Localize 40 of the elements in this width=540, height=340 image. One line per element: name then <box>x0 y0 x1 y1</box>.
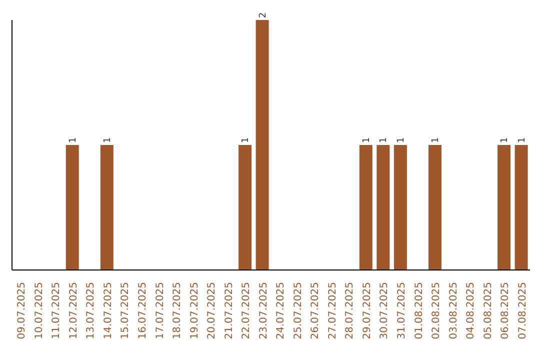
data-label: 1 <box>102 137 113 143</box>
x-tick-label: 02.08.2025 <box>431 282 442 340</box>
data-label: 2 <box>258 12 268 18</box>
x-tick-label: 13.07.2025 <box>86 282 97 340</box>
data-label: 1 <box>241 137 252 143</box>
data-label: 1 <box>379 137 390 143</box>
x-tick-label: 29.07.2025 <box>362 282 373 340</box>
x-tick-label: 16.07.2025 <box>138 282 148 340</box>
x-tick-label: 14.07.2025 <box>102 282 114 340</box>
x-tick-label: 12.07.2025 <box>68 282 80 340</box>
x-tick-label: 04.08.2025 <box>466 282 477 340</box>
x-tick-label: 28.07.2025 <box>344 282 356 340</box>
data-label: 1 <box>430 137 441 143</box>
x-tick-label: 17.07.2025 <box>154 282 166 340</box>
x-tick-label: 26.07.2025 <box>310 282 322 340</box>
x-tick-label: 11.07.2025 <box>51 282 62 340</box>
data-label: 1 <box>500 137 510 143</box>
x-tick-label: 20.07.2025 <box>206 282 218 340</box>
x-tick-label: 22.07.2025 <box>241 282 252 340</box>
x-tick-label: 18.07.2025 <box>172 282 184 340</box>
x-tick-label: 09.07.2025 <box>16 282 28 340</box>
data-label: 1 <box>396 137 406 143</box>
x-tick-label: 21.07.2025 <box>224 282 235 340</box>
data-label: 1 <box>68 137 78 143</box>
x-tick-label: 10.07.2025 <box>34 282 45 340</box>
x-tick-label: 07.08.2025 <box>517 282 528 340</box>
x-tick-label: 01.08.2025 <box>414 282 425 340</box>
x-tick-label: 25.07.2025 <box>292 282 304 340</box>
x-tick-label: 05.08.2025 <box>482 282 494 340</box>
data-label: 1 <box>362 137 372 143</box>
x-tick-label: 19.07.2025 <box>189 282 200 340</box>
x-tick-label: 23.07.2025 <box>258 282 270 340</box>
x-tick-label: 30.07.2025 <box>379 282 390 340</box>
x-tick-label: 31.07.2025 <box>396 282 408 340</box>
x-tick-label: 03.08.2025 <box>448 282 460 340</box>
x-tick-label: 27.07.2025 <box>327 282 338 340</box>
x-tick-label: 15.07.2025 <box>120 282 132 340</box>
x-tick-label: 06.08.2025 <box>500 282 512 340</box>
x-tick-label: 24.07.2025 <box>276 282 287 340</box>
data-label: 1 <box>517 137 528 143</box>
